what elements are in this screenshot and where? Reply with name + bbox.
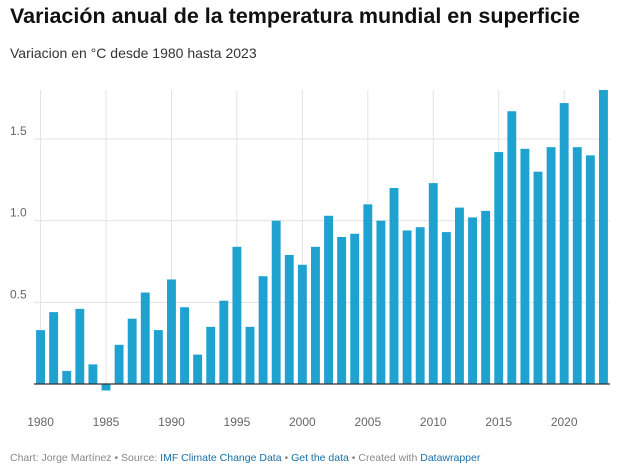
x-tick-label: 1980 [27, 415, 54, 429]
x-tick-label: 2010 [420, 415, 447, 429]
bar [533, 171, 543, 384]
bar [350, 233, 360, 384]
chart-subtitle: Variacion en °C desde 1980 hasta 2023 [10, 45, 257, 61]
bar [127, 318, 137, 384]
bar [599, 90, 608, 384]
x-tick-label: 2000 [289, 415, 316, 429]
chart-title: Variación anual de la temperatura mundia… [10, 4, 580, 28]
bar [324, 215, 333, 384]
x-tick-label: 2020 [551, 415, 578, 429]
bar [153, 330, 163, 384]
bar [219, 300, 229, 384]
bar [245, 326, 255, 384]
bar [337, 237, 347, 384]
bar [441, 232, 451, 384]
x-tick-label: 2005 [354, 415, 381, 429]
chart-footer: Chart: Jorge Martínez • Source: IMF Clim… [10, 452, 480, 464]
bar [415, 227, 425, 384]
bar [62, 370, 72, 384]
bar [494, 152, 504, 384]
bar [180, 307, 189, 384]
bar [206, 326, 216, 384]
bar [468, 217, 477, 384]
bar [572, 147, 582, 384]
footer-created-with: • Created with [348, 452, 421, 464]
bar [297, 264, 307, 384]
y-tick-label: 1.0 [10, 206, 27, 220]
bar [585, 155, 595, 384]
bar [520, 148, 530, 384]
bars [36, 90, 608, 391]
bar [271, 220, 281, 384]
bar [36, 330, 45, 384]
y-tick-label: 1.5 [10, 124, 27, 138]
bar [193, 354, 203, 384]
bar [284, 254, 294, 384]
footer-separator: • [281, 452, 292, 464]
bar-chart: 0.5 1.0 1.5 1980 1985 1990 1995 2000 2005 2010 201… [10, 90, 610, 429]
bar [389, 188, 399, 384]
bar [363, 204, 373, 384]
bar [559, 103, 569, 384]
bar [75, 308, 85, 384]
bar [140, 292, 150, 384]
x-tick-label: 1985 [93, 415, 120, 429]
x-tick-label: 2015 [485, 415, 512, 429]
bar [481, 210, 491, 384]
bar [49, 312, 59, 384]
bar [546, 147, 556, 384]
get-data-link[interactable]: Get the data [291, 452, 349, 464]
bar [232, 246, 242, 384]
bar [258, 276, 268, 384]
bar [167, 279, 176, 384]
bar [88, 364, 98, 384]
bar [114, 344, 124, 384]
bar [402, 230, 412, 384]
bar [311, 246, 320, 384]
bar [428, 183, 438, 384]
datawrapper-link[interactable]: Datawrapper [420, 452, 481, 464]
bar [376, 220, 386, 384]
x-tick-label: 1995 [224, 415, 251, 429]
x-tick-label: 1990 [158, 415, 185, 429]
source-link[interactable]: IMF Climate Change Data [160, 452, 282, 464]
y-tick-label: 0.5 [10, 287, 27, 301]
bar [507, 111, 517, 384]
footer-credit: Chart: Jorge Martínez • Source: [10, 452, 161, 464]
bar [101, 384, 111, 391]
tick-labels: 0.5 1.0 1.5 1980 1985 1990 1995 2000 2005 2010 201… [10, 124, 578, 429]
bar [455, 207, 464, 384]
